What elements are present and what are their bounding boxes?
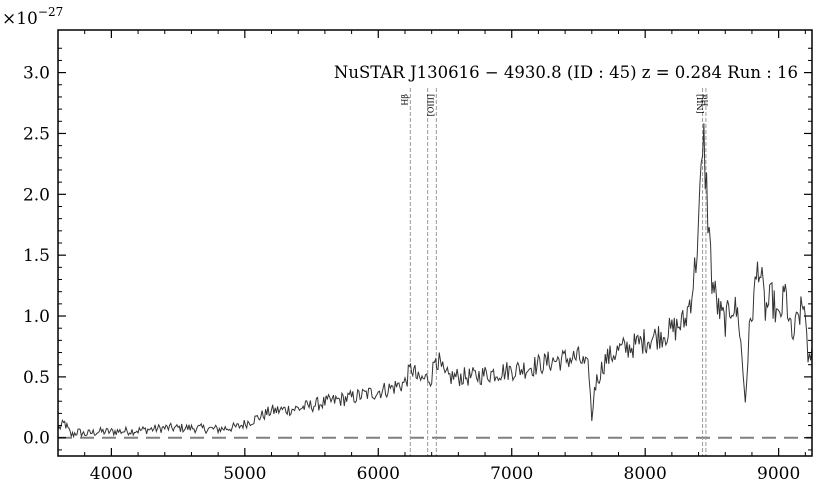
x-tick-label: 7000	[490, 464, 533, 484]
y-tick-label: 2.5	[23, 124, 50, 144]
y-multiplier-base: ×10	[2, 9, 38, 29]
y-tick-label: 3.0	[23, 64, 50, 84]
y-tick-label: 0.5	[23, 368, 50, 388]
emission-line-label: [OIII]	[426, 94, 435, 116]
y-multiplier-label: ×10−27	[2, 5, 63, 29]
emission-line-label: Hβ	[400, 94, 409, 106]
y-tick-label: 2.0	[23, 185, 50, 205]
spectrum-series-line	[58, 123, 812, 439]
x-tick-label: 4000	[90, 464, 133, 484]
y-tick-label: 1.0	[23, 307, 50, 327]
chart-title: NuSTAR J130616 − 4930.8 (ID : 45) z = 0.…	[334, 63, 798, 82]
y-tick-label: 1.5	[23, 246, 50, 266]
plot-frame	[57, 29, 813, 457]
emission-line-label: Hα	[701, 93, 710, 106]
x-tick-label: 8000	[624, 464, 667, 484]
emission-line-label: [NII]	[696, 94, 705, 114]
x-tick-label: 5000	[223, 464, 266, 484]
y-tick-label: 0.0	[23, 429, 50, 449]
y-multiplier-exponent: −27	[38, 5, 63, 19]
x-tick-label: 9000	[757, 464, 800, 484]
x-tick-label: 6000	[357, 464, 400, 484]
